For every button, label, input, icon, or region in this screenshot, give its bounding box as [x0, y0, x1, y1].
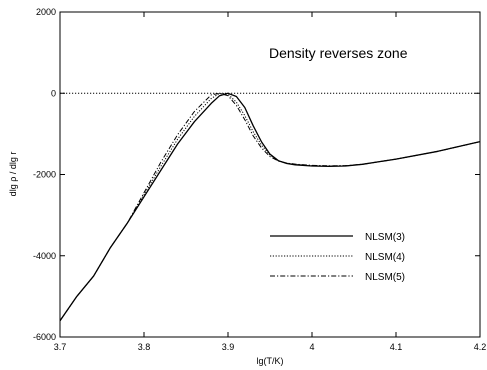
legend-label: NLSM(4): [365, 252, 405, 263]
x-axis-title: lg(T/K): [257, 356, 284, 366]
x-tick-label: 3.9: [222, 342, 235, 352]
x-tick-label: 4.2: [474, 342, 487, 352]
y-axis-title: dlg ρ / dlg r: [8, 152, 18, 197]
x-tick-label: 4.1: [390, 342, 403, 352]
legend-label: NLSM(5): [365, 272, 405, 283]
legend-label: NLSM(3): [365, 232, 405, 243]
series-layer: [59, 92, 481, 322]
y-tick-label: -4000: [33, 251, 56, 261]
series-line-nlsm-4: [59, 92, 481, 322]
x-tick-label: 3.8: [138, 342, 151, 352]
y-tick-label: 2000: [36, 7, 56, 17]
y-tick-label: -6000: [33, 332, 56, 342]
series-line-nlsm-5: [59, 92, 481, 322]
y-axis-ticks: -6000 -4000 -2000 0 2000: [33, 7, 480, 342]
y-tick-label: -2000: [33, 170, 56, 180]
legend: NLSM(3) NLSM(4) NLSM(5): [270, 232, 405, 283]
chart-annotation: Density reverses zone: [269, 45, 408, 61]
x-tick-label: 3.7: [54, 342, 67, 352]
series-line-nlsm-3: [59, 92, 481, 322]
y-tick-label: 0: [51, 88, 56, 98]
x-tick-label: 4: [309, 342, 314, 352]
x-axis-ticks: 3.7 3.8 3.9 4 4.1 4.2: [54, 12, 487, 352]
